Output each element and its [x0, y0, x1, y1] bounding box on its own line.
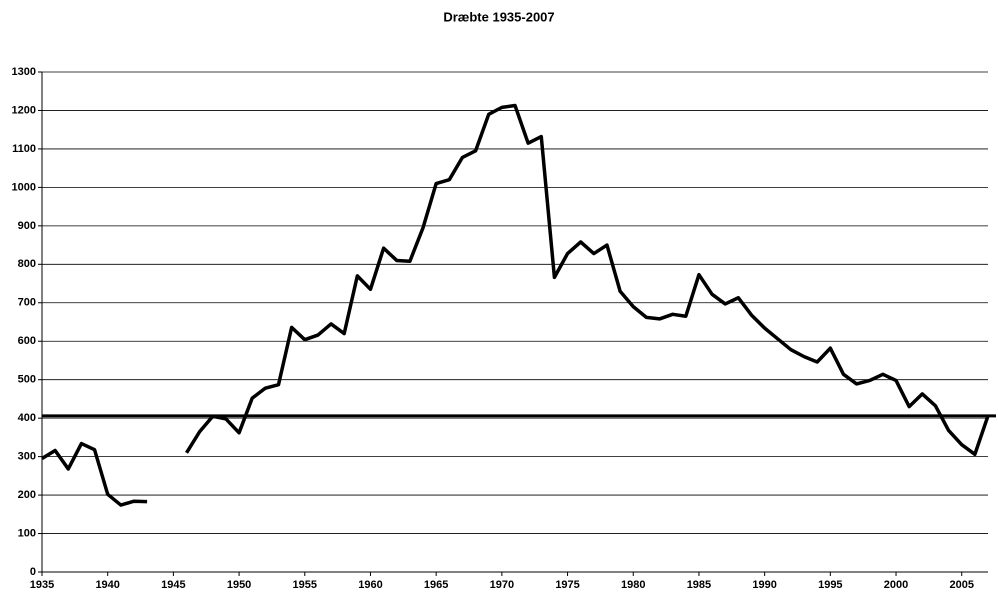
y-tick-label: 1000	[12, 181, 36, 193]
y-tick-label: 500	[18, 374, 36, 386]
y-tick-label: 800	[18, 258, 36, 270]
x-tick-label: 1990	[752, 579, 776, 591]
x-tick-label: 1985	[687, 579, 711, 591]
y-tick-label: 1200	[12, 104, 36, 116]
x-tick-label: 1935	[30, 579, 54, 591]
data-line	[185, 103, 990, 457]
x-tick-label: 1955	[293, 579, 317, 591]
x-tick-label: 1970	[490, 579, 514, 591]
y-tick-label: 700	[18, 297, 36, 309]
x-tick-label: 1975	[555, 579, 579, 591]
y-tick-label: 0	[30, 566, 36, 578]
x-tick-label: 1950	[227, 579, 251, 591]
x-tick-label: 1960	[358, 579, 382, 591]
y-tick-label: 600	[18, 335, 36, 347]
x-tick-label: 2005	[949, 579, 973, 591]
x-tick-label: 1980	[621, 579, 645, 591]
chart-title: Dræbte 1935-2007	[443, 9, 554, 24]
x-tick-label: 1945	[161, 579, 185, 591]
y-tick-label: 1100	[12, 143, 36, 155]
y-tick-label: 300	[18, 451, 36, 463]
y-tick-label: 400	[18, 412, 36, 424]
x-tick-label: 1965	[424, 579, 448, 591]
x-tick-label: 2000	[884, 579, 908, 591]
x-tick-label: 1940	[95, 579, 119, 591]
y-tick-label: 200	[18, 489, 36, 501]
y-tick-label: 100	[18, 527, 36, 539]
y-tick-label: 1300	[12, 66, 36, 78]
y-tick-label: 900	[18, 220, 36, 232]
x-tick-label: 1995	[818, 579, 842, 591]
data-line	[41, 441, 148, 507]
